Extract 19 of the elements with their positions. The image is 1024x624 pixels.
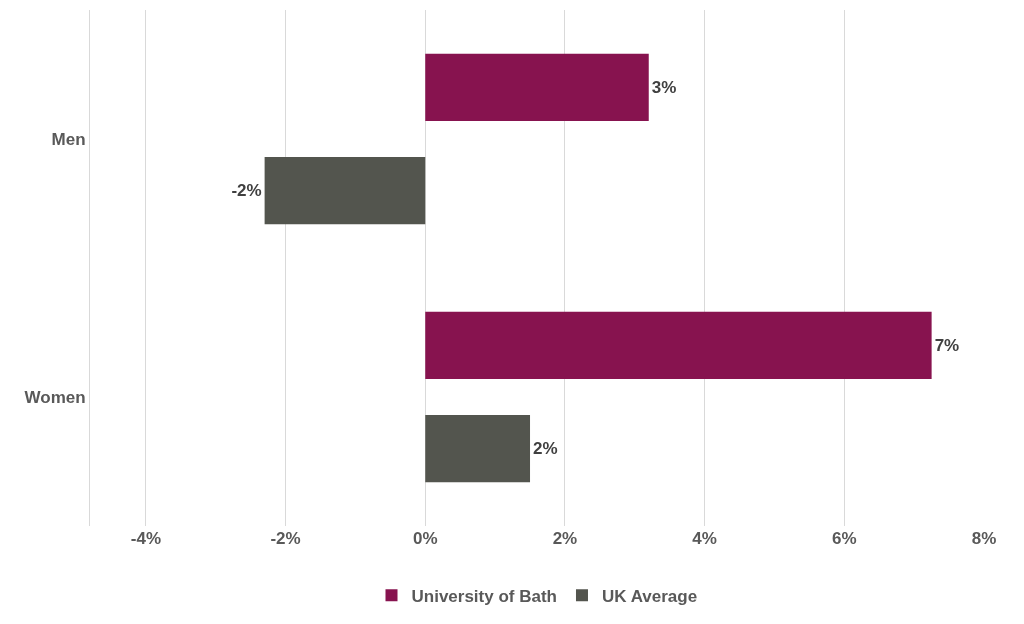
data-label: -2% <box>231 181 262 201</box>
legend-label: University of Bath <box>411 586 557 606</box>
y-tick-label: Men <box>51 129 86 149</box>
x-tick-label: 4% <box>692 529 717 548</box>
legend-label: UK Average <box>601 586 698 606</box>
bar <box>264 157 426 225</box>
y-tick-label: Women <box>24 387 86 407</box>
x-tick-label: -2% <box>270 529 301 548</box>
bar <box>425 311 932 379</box>
x-tick-label: 8% <box>971 529 997 548</box>
x-tick-label: -4% <box>130 529 161 548</box>
x-tick-label: 0% <box>412 529 438 548</box>
bar <box>425 53 649 121</box>
data-label: 3% <box>651 77 677 97</box>
data-label: 7% <box>934 335 960 355</box>
x-tick-label: 2% <box>552 529 578 548</box>
x-tick-label: 6% <box>832 529 857 548</box>
data-label: 2% <box>533 439 558 459</box>
bar <box>425 415 531 483</box>
